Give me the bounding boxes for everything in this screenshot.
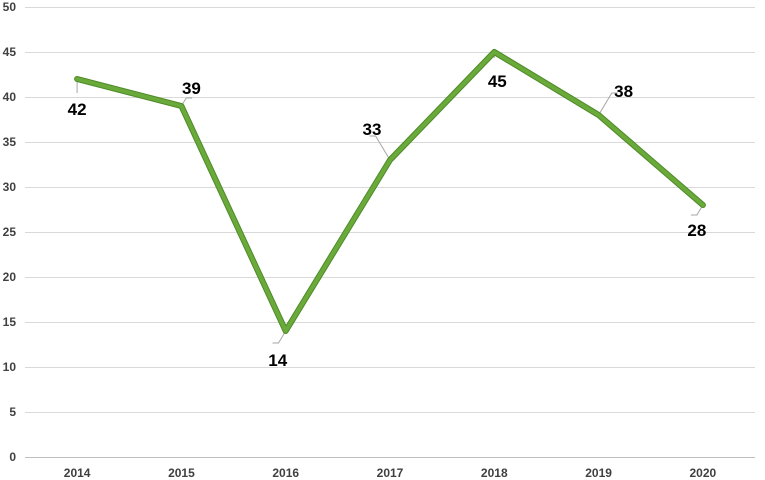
data-label: 14: [268, 351, 287, 370]
data-label: 38: [614, 82, 633, 101]
x-tick-label: 2019: [585, 466, 612, 480]
label-leader-line: [272, 330, 287, 344]
y-tick-label: 45: [3, 45, 17, 59]
y-tick-label: 0: [9, 450, 16, 464]
x-tick-label: 2015: [168, 466, 195, 480]
series-line: [75, 50, 705, 333]
y-tick-label: 40: [3, 90, 17, 104]
data-labels: 42 39 14 33 45 38 28: [68, 72, 707, 370]
y-tick-label: 10: [3, 360, 17, 374]
y-tick-label: 20: [3, 270, 17, 284]
data-label: 39: [182, 79, 201, 98]
label-leader-lines: [76, 52, 704, 344]
x-axis-ticks: 2014 2015 2016 2017 2018 2019 2020: [64, 466, 717, 480]
y-tick-label: 15: [3, 315, 17, 329]
label-leader-line: [180, 97, 193, 107]
series-line-outline: [74, 49, 706, 334]
data-label: 28: [687, 221, 706, 240]
y-tick-label: 35: [3, 135, 17, 149]
y-tick-label: 50: [3, 0, 17, 14]
label-leader-line: [369, 135, 391, 161]
x-tick-label: 2016: [272, 466, 299, 480]
series-group: [74, 49, 706, 334]
data-label: 33: [363, 120, 382, 139]
x-tick-label: 2014: [64, 466, 91, 480]
y-axis-ticks: 0 5 10 15 20 25 30 35 40 45 50: [3, 0, 17, 464]
label-leader-line: [598, 92, 618, 116]
x-tick-label: 2017: [377, 466, 404, 480]
label-leader-line: [690, 204, 704, 216]
y-tick-label: 25: [3, 225, 17, 239]
data-label: 42: [68, 100, 87, 119]
gridlines: [25, 7, 755, 458]
y-tick-label: 30: [3, 180, 17, 194]
x-tick-label: 2020: [690, 466, 717, 480]
x-tick-label: 2018: [481, 466, 508, 480]
y-tick-label: 5: [9, 405, 16, 419]
data-label: 45: [488, 72, 507, 91]
